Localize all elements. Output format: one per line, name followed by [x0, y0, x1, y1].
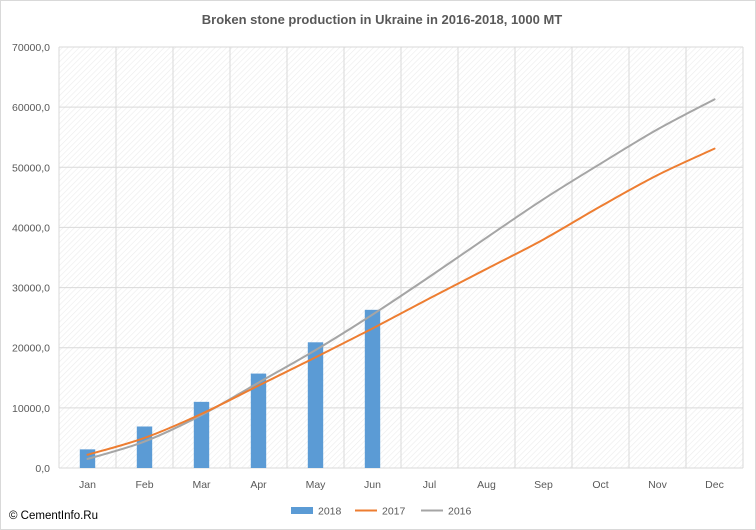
line-series — [86, 98, 716, 460]
y-axis: 0,0 10000,0 20000,0 30000,0 40000,0 50000,0 60… — [12, 42, 50, 475]
x-tick-label: Mar — [192, 479, 211, 491]
legend-swatch-2018 — [291, 507, 313, 514]
x-tick-label: Dec — [705, 479, 724, 491]
legend-label-2017: 2017 — [382, 506, 406, 518]
gridlines — [58, 46, 744, 469]
bar-series-2018 — [79, 309, 381, 468]
x-tick-label: Jan — [79, 479, 96, 491]
legend-label-2016: 2016 — [448, 506, 472, 518]
y-tick-label: 30000,0 — [12, 283, 50, 295]
legend-label-2018: 2018 — [318, 506, 342, 518]
y-tick-label: 70000,0 — [12, 42, 50, 54]
x-axis: Jan Feb Mar Apr May Jun Jul Aug Sep Oct Nov Dec — [79, 479, 724, 491]
bar-2018-mar — [193, 401, 210, 468]
x-tick-label: Aug — [477, 479, 496, 491]
line-2017 — [86, 147, 716, 456]
y-tick-label: 40000,0 — [12, 222, 50, 234]
bar-2018-apr — [250, 373, 267, 468]
y-tick-label: 60000,0 — [12, 102, 50, 114]
chart-title: Broken stone production in Ukraine in 20… — [202, 12, 563, 27]
x-tick-label: Jun — [364, 479, 381, 491]
x-tick-label: Nov — [648, 479, 667, 491]
bar-2018-jun — [364, 309, 381, 468]
x-tick-label: Sep — [534, 479, 553, 491]
legend: 2018 2017 2016 — [291, 506, 472, 518]
y-tick-label: 20000,0 — [12, 343, 50, 355]
x-tick-label: Feb — [135, 479, 153, 491]
y-tick-label: 50000,0 — [12, 162, 50, 174]
x-tick-label: Oct — [592, 479, 608, 491]
y-tick-label: 10000,0 — [12, 403, 50, 415]
x-tick-label: Jul — [423, 479, 436, 491]
line-2016 — [86, 98, 716, 460]
bar-2018-may — [307, 342, 324, 468]
bar-2018-feb — [136, 426, 153, 468]
y-tick-label: 0,0 — [35, 463, 50, 475]
x-tick-label: May — [306, 479, 327, 491]
x-tick-label: Apr — [250, 479, 267, 491]
source-label: © CementInfo.Ru — [9, 510, 98, 522]
